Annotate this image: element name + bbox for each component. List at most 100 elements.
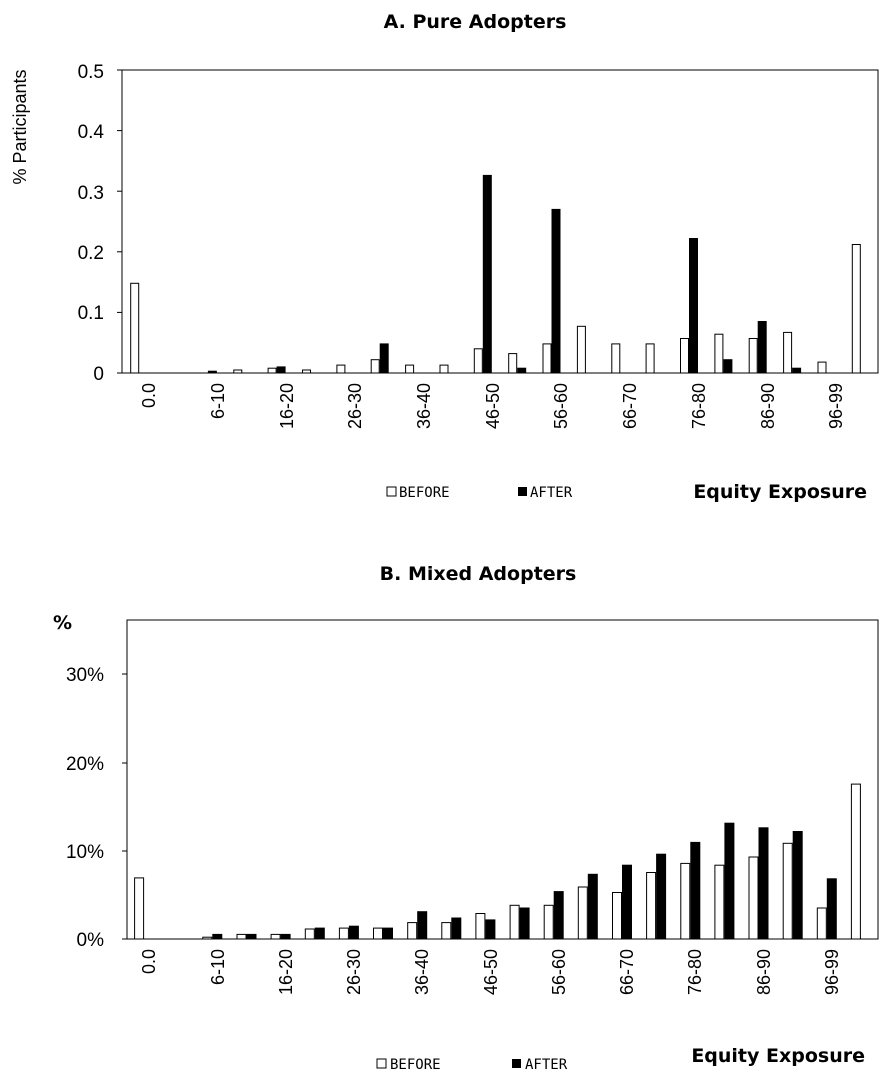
chart-b-x-tick: 36-40 [412,949,432,995]
legend-before-swatch [386,486,397,497]
chart-a-x-tick: 0.0 [139,383,159,408]
chart-a-x-tick: 46-50 [483,383,503,429]
legend-after-label: AFTER [525,1057,568,1073]
chart-a-x-tick: 16-20 [277,383,297,429]
bar-before-26-30 [338,927,349,940]
chart-a-y-axis-title: % Participants [10,69,30,184]
bar-before-21-25 [304,928,315,940]
bar-after-56-60 [553,891,564,940]
chart-a-x-tick: 66-70 [620,383,640,429]
chart-b-y-tick: 0% [77,930,105,951]
bar-before-100 [851,244,861,374]
chart-b-x-tick: 16-20 [276,949,296,995]
chart-a-legend: BEFORE AFTER [386,485,573,501]
bar-before-36-40 [405,364,415,374]
bar-before-71-75 [646,872,657,940]
chart-a-plot-frame [121,69,879,374]
bar-before-31-35 [370,359,380,374]
chart-b-x-tick: 86-90 [754,949,774,995]
chart-a-y-ticks: 0 0.1 0.2 0.3 0.4 0.5 [78,62,105,385]
chart-b-bars [134,783,861,940]
bar-after-91-95 [792,831,803,940]
legend-after-label: AFTER [530,485,573,501]
bar-after-76-80 [689,238,698,374]
bar-after-46-50 [482,174,492,374]
bar-after-71-75 [656,853,667,940]
chart-a-x-tick-labels: 0.0 6-10 16-20 26-30 36-40 46-50 56-60 6… [139,383,846,429]
bar-after-86-90 [757,321,767,374]
bar-before-46-50 [473,348,483,374]
chart-a-x-tick: 6-10 [208,383,228,419]
chart-b-y-ticks: 0% 10% 20% 30% [66,665,104,951]
bar-before-76-80 [680,862,691,940]
bar-before-81-85 [714,864,725,940]
bar-before-26-30 [336,364,346,374]
bar-before-16-20 [270,933,281,940]
chart-b-x-tick: 66-70 [617,949,637,995]
bar-before-31-35 [373,927,383,940]
bar-after-26-30 [348,925,359,940]
chart-a-x-tick: 36-40 [414,383,434,429]
legend-before-label: BEFORE [390,1057,441,1073]
bar-before-71-75 [645,343,655,374]
chart-b-legend: BEFORE AFTER [376,1057,568,1073]
chart-b-plot-frame [126,619,879,940]
chart-a-x-tick: 26-30 [345,383,365,429]
bar-after-31-35 [379,343,389,374]
bar-after-86-90 [758,827,769,940]
bar-before-91-95 [783,331,793,374]
chart-b: B. Mixed Adopters % 0% 10% 20% 30% 0.0 6… [53,563,879,1073]
bar-after-11-15 [246,933,257,940]
bar-after-41-45 [451,917,462,940]
bar-after-81-85 [724,822,735,940]
chart-a-y-tick: 0.5 [78,62,104,83]
legend-after-swatch [512,1059,521,1068]
chart-b-y-tick: 20% [66,754,104,775]
bar-before-16-20 [267,367,277,374]
chart-a-y-tick: 0.2 [78,243,104,264]
bar-before-51-55 [509,904,520,940]
chart-a-x-tick: 56-60 [551,383,571,429]
chart-b-x-tick: 76-80 [685,949,705,995]
bar-before-56-60 [542,343,552,374]
chart-a-y-tick: 0.3 [78,183,104,204]
bar-before-11-15 [236,933,247,940]
bar-after-51-55 [519,907,530,940]
chart-a-y-tick: 0.1 [78,303,104,324]
bar-after-6-10 [212,933,223,940]
chart-a-bars [130,174,861,374]
chart-b-x-tick: 56-60 [549,949,569,995]
bar-after-46-50 [485,919,496,940]
bar-after-61-65 [587,873,598,940]
bar-after-96-99 [826,878,837,940]
chart-b-title: B. Mixed Adopters [380,563,577,585]
bar-before-81-85 [714,333,724,374]
chart-b-y-axis-title: % [53,612,72,634]
bar-after-66-70 [622,864,632,940]
bar-before-41-45 [441,922,452,940]
chart-b-x-tick: 26-30 [344,949,364,995]
bar-after-31-35 [383,927,393,940]
bar-before-0.0 [130,282,140,374]
bar-before-66-70 [611,343,621,374]
bar-before-61-65 [577,886,588,940]
bar-before-86-90 [748,856,759,940]
bar-before-100 [850,783,861,940]
legend-before-swatch [376,1058,387,1069]
bar-after-16-20 [280,933,291,940]
bar-after-21-25 [314,927,325,940]
bar-before-46-50 [475,913,486,940]
chart-a-y-tick: 0 [93,364,104,385]
legend-after-swatch [518,487,527,496]
bar-before-86-90 [748,338,758,374]
bar-after-36-40 [417,911,428,940]
chart-b-y-tick: 30% [66,665,104,686]
bar-before-51-55 [508,353,518,374]
chart-a-x-tick: 96-99 [826,383,846,429]
chart-a-x-tick: 76-80 [689,383,709,429]
chart-a: A. Pure Adopters % Participants 0 0.1 0.… [10,11,879,503]
bar-before-96-99 [817,361,827,374]
chart-b-x-tick: 96-99 [822,949,842,995]
bar-after-51-55 [517,367,527,374]
